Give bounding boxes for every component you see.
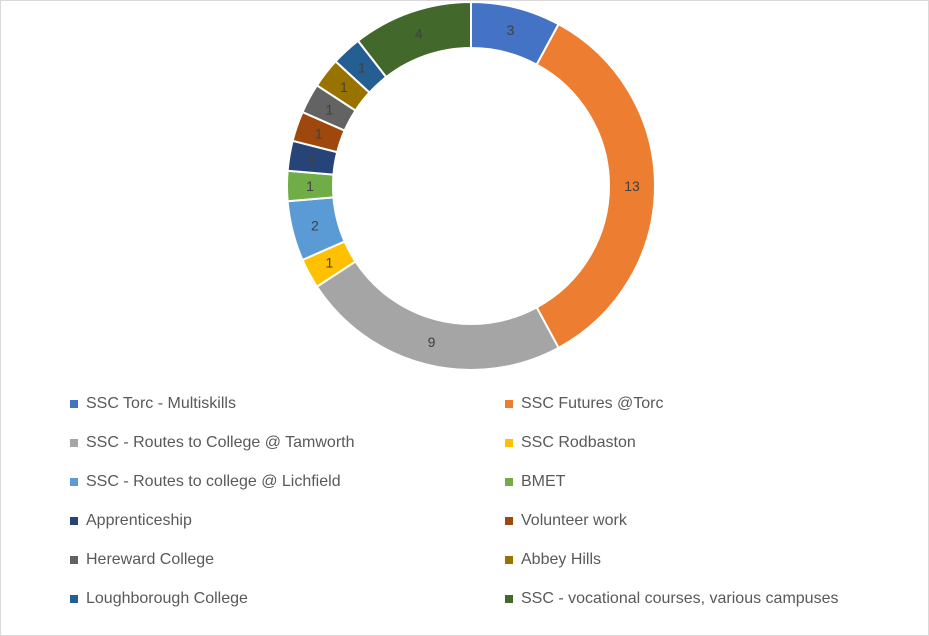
legend-label: SSC Rodbaston	[521, 434, 636, 451]
legend-label: BMET	[521, 473, 566, 490]
legend-item: Volunteer work	[505, 510, 627, 532]
legend-swatch	[505, 556, 513, 564]
legend-item: Hereward College	[70, 549, 214, 571]
slice-data-label: 1	[306, 178, 314, 194]
legend-swatch	[70, 517, 78, 525]
legend-label: SSC - Routes to college @ Lichfield	[86, 473, 341, 490]
slice-data-label: 9	[428, 334, 436, 350]
legend-swatch	[70, 595, 78, 603]
slice-data-label: 1	[308, 152, 316, 168]
legend-label: SSC Futures @Torc	[521, 395, 664, 412]
legend-swatch	[505, 517, 513, 525]
legend-item: SSC - vocational courses, various campus…	[505, 588, 838, 610]
legend-swatch	[70, 400, 78, 408]
legend-swatch	[70, 556, 78, 564]
legend-swatch	[70, 439, 78, 447]
legend-label: Loughborough College	[86, 590, 248, 607]
legend-item: SSC Futures @Torc	[505, 393, 664, 415]
legend-label: Volunteer work	[521, 512, 627, 529]
slice-data-label: 1	[358, 60, 366, 76]
slice-data-label: 1	[340, 79, 348, 95]
legend-swatch	[505, 439, 513, 447]
legend-item: SSC Rodbaston	[505, 432, 636, 454]
legend-item: SSC - Routes to college @ Lichfield	[70, 471, 341, 493]
legend-label: Hereward College	[86, 551, 215, 568]
legend-item: Loughborough College	[70, 588, 248, 610]
slice-data-label: 1	[326, 255, 334, 271]
slice-data-label: 1	[326, 101, 334, 117]
legend-label: SSC - Routes to College @ Tamworth	[86, 434, 355, 451]
slice-data-label: 4	[415, 26, 423, 42]
legend-label: SSC Torc - Multiskills	[86, 395, 236, 412]
legend-item: Apprenticeship	[70, 510, 192, 532]
slice-data-label: 3	[507, 22, 515, 38]
donut-slice	[356, 0, 472, 79]
slice-data-label: 13	[624, 178, 640, 194]
legend-item: SSC - Routes to College @ Tamworth	[70, 432, 355, 454]
donut-slice	[315, 260, 560, 371]
slice-data-label: 2	[311, 218, 319, 234]
legend-item: Abbey Hills	[505, 549, 601, 571]
legend-label: SSC - vocational courses, various campus…	[521, 590, 839, 607]
legend-swatch	[505, 400, 513, 408]
legend-item: BMET	[505, 471, 565, 493]
legend-swatch	[505, 478, 513, 486]
legend-label: Apprenticeship	[86, 512, 192, 529]
slice-data-label: 1	[315, 126, 323, 142]
legend-swatch	[70, 478, 78, 486]
legend-label: Abbey Hills	[521, 551, 602, 568]
legend-swatch	[505, 595, 513, 603]
legend-item: SSC Torc - Multiskills	[70, 393, 236, 415]
